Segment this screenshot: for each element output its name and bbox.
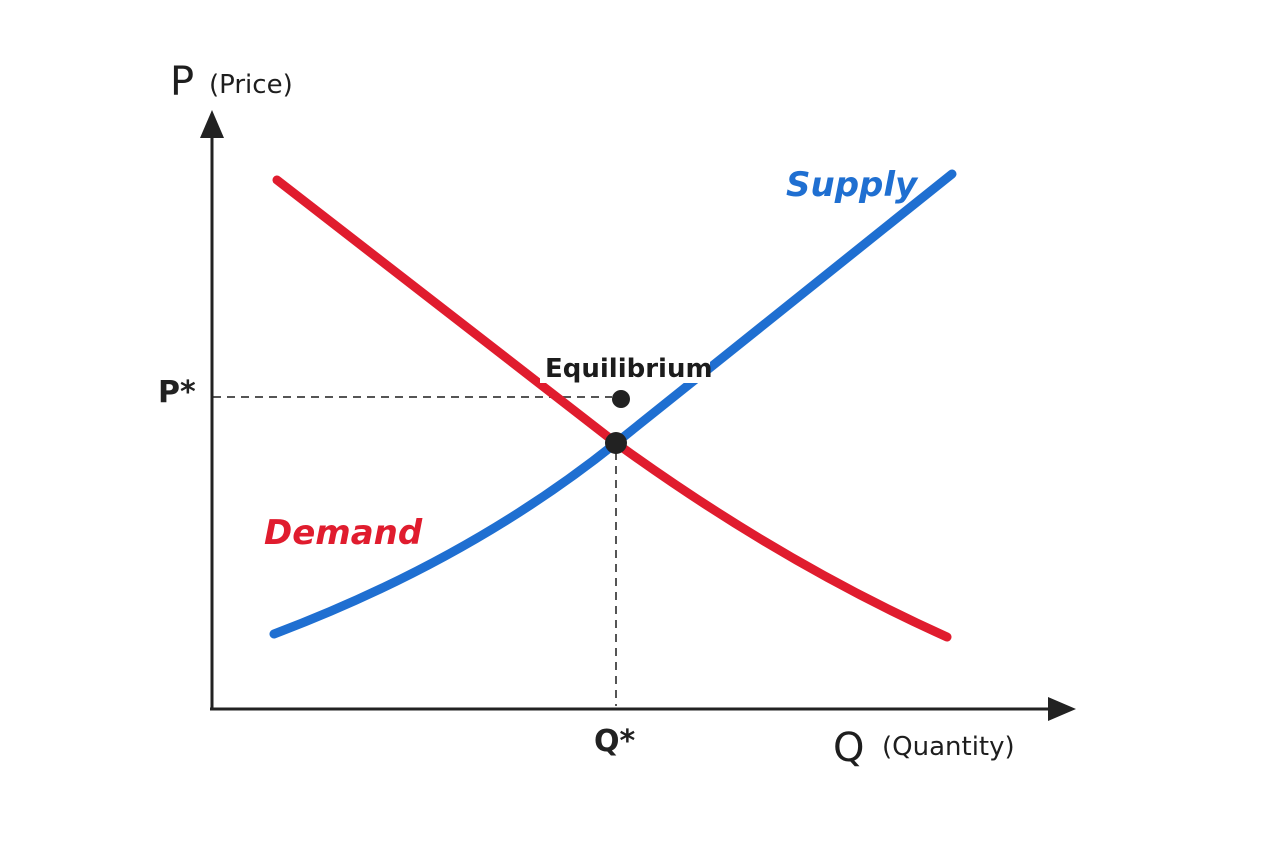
equilibrium-quantity-label: Q* [594, 724, 636, 759]
x-axis-arrowhead [1048, 697, 1076, 721]
equilibrium-label-background [540, 345, 710, 383]
y-axis-label: (Price) [209, 70, 293, 100]
x-axis-label: (Quantity) [882, 732, 1015, 762]
equilibrium-point [605, 432, 627, 454]
equilibrium-annotation-dot [612, 390, 630, 408]
demand-label: Demand [264, 513, 423, 553]
supply-label: Supply [786, 165, 919, 205]
y-axis-arrowhead [200, 110, 224, 138]
supply-curve [269, 169, 957, 639]
x-axis-letter: Q [833, 725, 864, 771]
y-axis-letter: P [170, 59, 194, 105]
equilibrium-label: Equilibrium [545, 354, 713, 384]
equilibrium-price-label: P* [158, 375, 196, 410]
demand-curve [272, 175, 952, 642]
